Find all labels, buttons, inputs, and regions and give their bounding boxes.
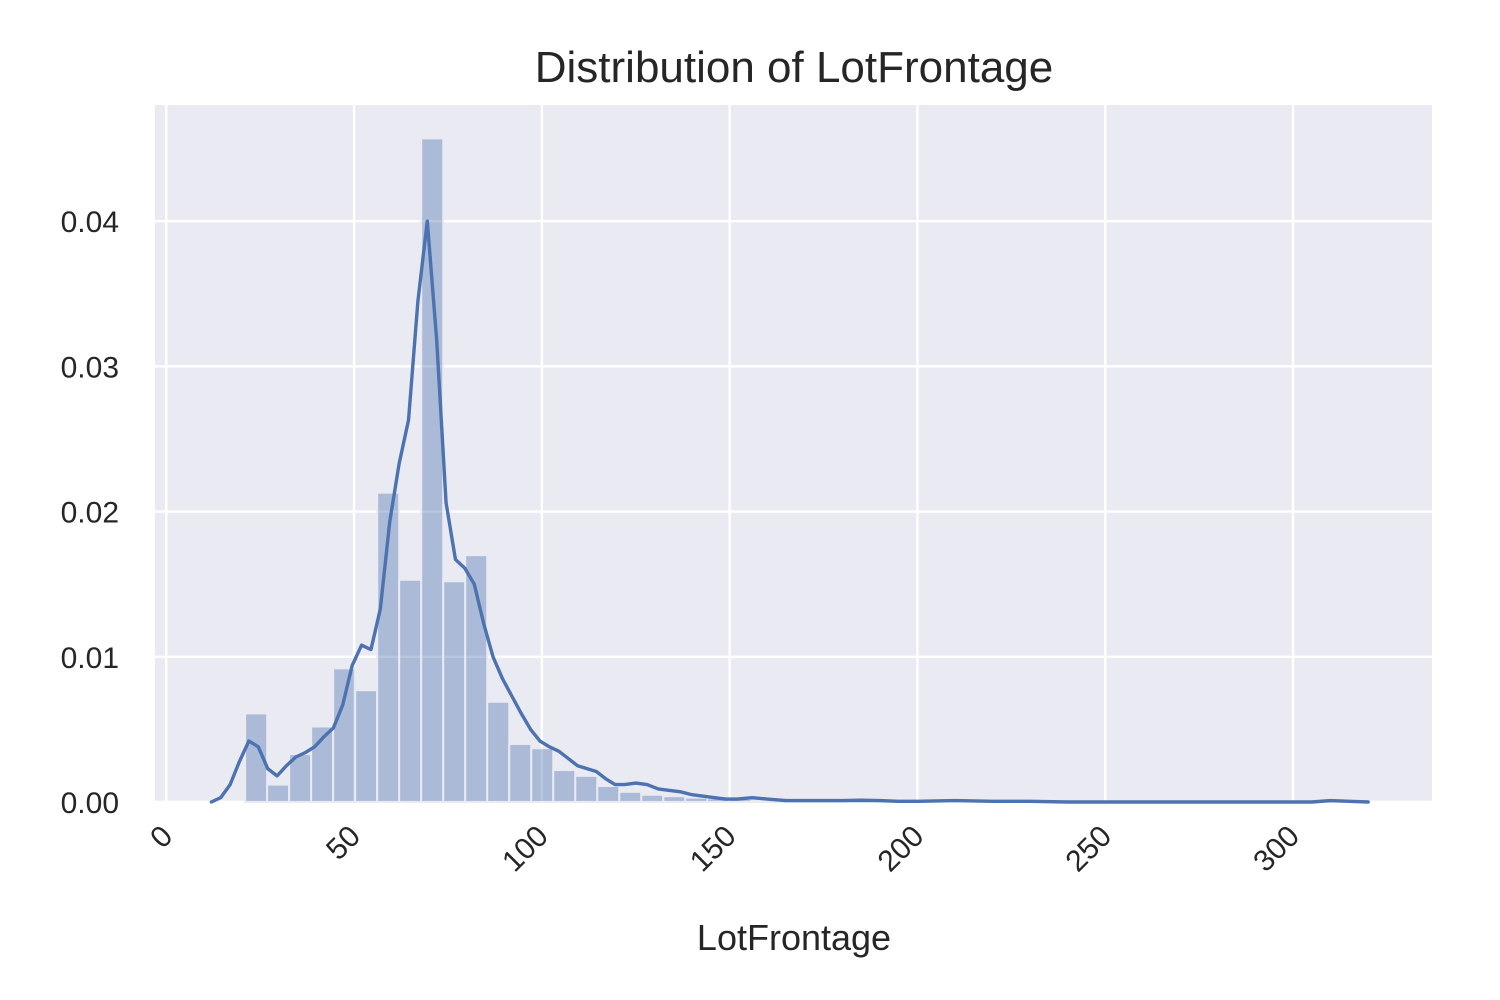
histogram-bar (266, 783, 291, 804)
histogram-bar (574, 774, 599, 803)
y-tick-labels: 0.00 0.01 0.02 0.03 0.04 (61, 206, 119, 820)
histogram-bar (244, 712, 269, 803)
histogram-bar (508, 742, 533, 804)
y-tick-label: 0.03 (61, 351, 119, 384)
x-tick-label: 0 (144, 820, 179, 855)
x-axis-label: LotFrontage (697, 917, 891, 958)
x-tick-label: 150 (684, 820, 743, 879)
x-tick-label: 200 (872, 820, 931, 879)
chart-title: Distribution of LotFrontage (535, 43, 1054, 92)
histogram-bar (662, 795, 687, 803)
y-tick-label: 0.04 (61, 206, 119, 239)
y-tick-label: 0.00 (61, 787, 119, 820)
x-tick-label: 100 (496, 820, 555, 879)
histogram-bar (332, 667, 357, 803)
histogram-bar (354, 689, 379, 803)
histogram-bar (640, 793, 665, 803)
histogram-bar (596, 785, 621, 804)
histogram-bar (618, 790, 643, 803)
x-tick-labels: 0 50 100 150 200 250 300 (144, 820, 1306, 879)
histogram-bar (442, 580, 467, 803)
x-tick-label: 250 (1059, 820, 1118, 879)
y-tick-label: 0.02 (61, 497, 119, 530)
kde-curve (209, 219, 1370, 804)
y-tick-label: 0.01 (61, 642, 119, 675)
histogram-bar (398, 578, 423, 803)
histogram-bar (684, 796, 709, 803)
x-tick-label: 300 (1247, 820, 1306, 879)
histogram-bar (552, 769, 577, 803)
x-tick-label: 50 (320, 820, 367, 867)
histogram-bar (486, 700, 511, 804)
histogram-bar (530, 747, 555, 803)
